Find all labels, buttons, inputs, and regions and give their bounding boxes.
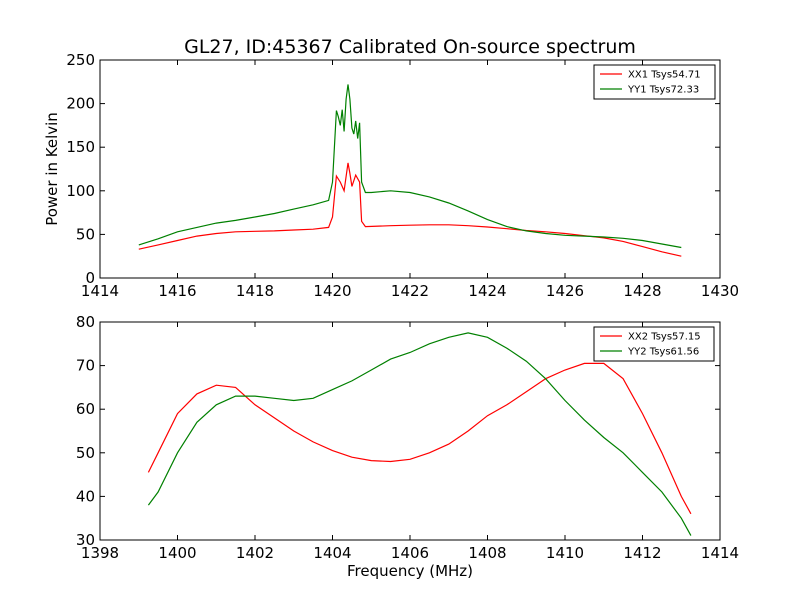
series-line-xx1	[138, 162, 682, 257]
x-tick-label: 1402	[236, 544, 274, 562]
y-tick-label: 30	[76, 531, 95, 549]
top-plot-panel: 1414 1416 1418 1420 1422 1424 1426 1428 1430 0 50 1…	[66, 51, 739, 300]
y-tick-label: 40	[76, 487, 95, 505]
legend-label: XX2 Tsys57.15	[628, 332, 701, 343]
x-tick-label: 1428	[623, 282, 661, 300]
y-tick-label: 50	[76, 225, 95, 243]
y-tick-label: 150	[66, 138, 95, 156]
x-tick-label: 1408	[468, 544, 506, 562]
x-tick-label: 1416	[158, 282, 196, 300]
x-tick-label: 1426	[546, 282, 584, 300]
legend-box	[593, 326, 715, 362]
series-line-yy2	[147, 332, 692, 536]
x-tick-label: 1412	[623, 544, 661, 562]
bottom-x-axis-label: Frequency (MHz)	[347, 562, 473, 580]
x-tick-label: 1418	[236, 282, 274, 300]
x-tick-label: 1398	[81, 544, 119, 562]
legend: XX1 Tsys54.71 YY1 Tsys72.33	[593, 64, 716, 100]
y-tick-label: 60	[76, 400, 95, 418]
legend-label: XX1 Tsys54.71	[628, 70, 701, 81]
x-tick-label: 1414	[701, 544, 739, 562]
bottom-plot-panel: 1398 1400 1402 1404 1406 1408 1410 1412 1414 30 40…	[76, 313, 739, 562]
y-tick-label: 70	[76, 357, 95, 375]
legend-label: YY2 Tsys61.56	[627, 347, 699, 358]
x-tick-label: 1420	[313, 282, 351, 300]
x-tick-label: 1400	[158, 544, 196, 562]
legend-box	[593, 64, 716, 100]
x-tick-label: 1406	[391, 544, 429, 562]
legend-label: YY1 Tsys72.33	[627, 85, 699, 96]
x-tick-label: 1424	[468, 282, 506, 300]
y-tick-label: 50	[76, 444, 95, 462]
series-line-yy1	[138, 84, 682, 249]
legend: XX2 Tsys57.15 YY2 Tsys61.56	[593, 326, 715, 362]
y-tick-label: 0	[85, 269, 95, 287]
y-tick-label: 80	[76, 313, 95, 331]
series-line-xx2	[147, 362, 692, 515]
top-y-axis-label: Power in Kelvin	[43, 112, 61, 226]
chart-title: GL27, ID:45367 Calibrated On-source spec…	[184, 36, 636, 58]
x-tick-label: 1430	[701, 282, 739, 300]
x-tick-label: 1410	[546, 544, 584, 562]
x-tick-label: 1404	[313, 544, 351, 562]
y-tick-label: 100	[66, 182, 95, 200]
y-tick-label: 200	[66, 95, 95, 113]
x-tick-label: 1422	[391, 282, 429, 300]
y-tick-label: 250	[66, 51, 95, 69]
x-tick-label: 1414	[81, 282, 119, 300]
